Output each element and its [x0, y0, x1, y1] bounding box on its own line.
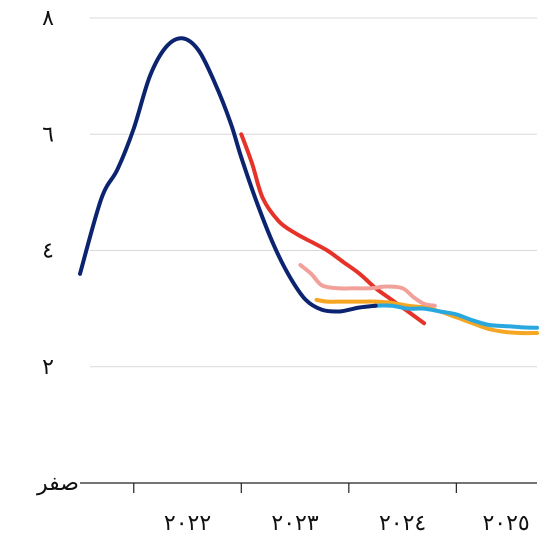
y-tick-label: ٤	[42, 239, 54, 264]
x-tick-label: ٢٠٢٥	[482, 511, 529, 536]
series-line-2	[298, 263, 437, 308]
series-line-4	[373, 303, 539, 330]
x-tick-label: ٢٠٢٣	[271, 511, 318, 536]
series-line-5	[78, 36, 378, 314]
y-tick-label: ٨	[42, 6, 54, 31]
series-layer	[78, 36, 539, 336]
y-tick-label: ٢	[42, 355, 54, 380]
y-tick-label: صفر	[36, 471, 79, 496]
series-line-1	[239, 132, 427, 326]
x-tick-label: ٢٠٢٢	[164, 511, 211, 536]
x-tick-label: ٢٠٢٤	[379, 511, 426, 536]
x-axis-tick-labels: ٢٠٢٢ ٢٠٢٣ ٢٠٢٤ ٢٠٢٥	[164, 511, 530, 536]
x-axis	[80, 482, 537, 493]
y-tick-label: ٦	[42, 122, 54, 147]
y-axis-tick-labels: صفر ٢ ٤ ٦ ٨	[36, 6, 79, 496]
grid-layer	[90, 17, 537, 368]
